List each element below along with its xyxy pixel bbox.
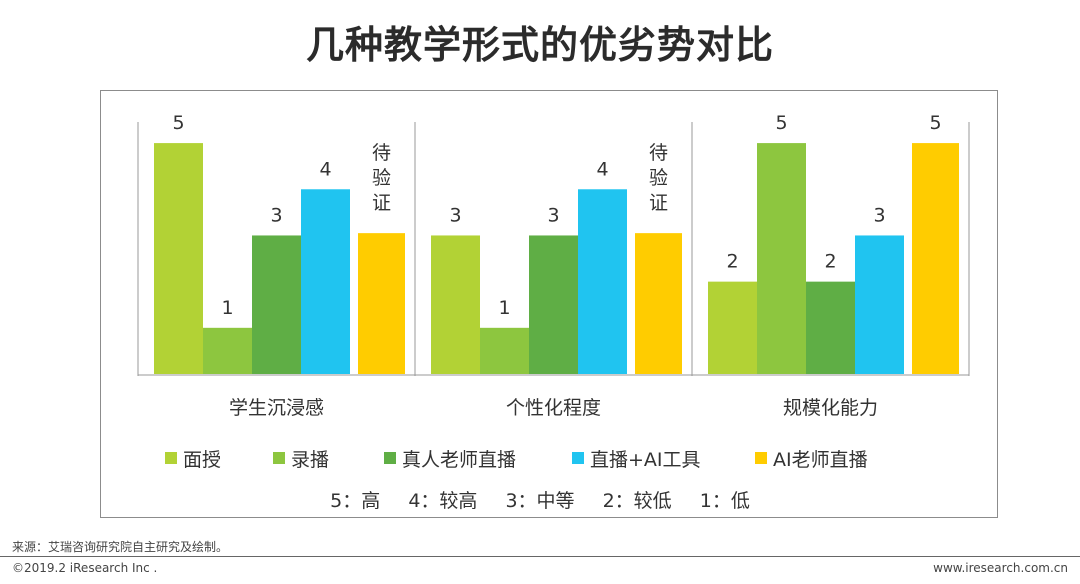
bar-2-4 xyxy=(912,143,959,374)
bar-pending-1 xyxy=(635,233,682,374)
bar-2-0 xyxy=(708,281,757,374)
pending-label-0-1: 验 xyxy=(372,167,391,189)
legend-swatch-3 xyxy=(572,452,584,464)
legend-swatch-1 xyxy=(273,452,285,464)
scale-level-4: 4：较高 xyxy=(408,490,478,512)
legend-label-1: 录播 xyxy=(291,448,330,471)
category-label-0: 学生沉浸感 xyxy=(229,397,324,419)
bar-0-0 xyxy=(154,143,203,374)
source-note: 来源：艾瑞咨询研究院自主研究及绘制。 xyxy=(12,540,229,554)
legend-item-0: 面授 xyxy=(165,445,221,471)
legend-label-2: 真人老师直播 xyxy=(402,448,517,471)
data-label-2-3: 3 xyxy=(873,204,885,226)
chart-legend: 面授 录播 真人老师直播 直播+AI工具 AI老师直播 xyxy=(0,445,1080,471)
data-label-1-2: 3 xyxy=(547,204,559,226)
bar-0-3 xyxy=(301,189,350,374)
chart-frame xyxy=(100,90,998,518)
category-label-2: 规模化能力 xyxy=(783,397,878,419)
legend-item-1: 录播 xyxy=(273,445,329,471)
data-label-1-0: 3 xyxy=(449,204,461,226)
scale-legend: 5：高 4：较高 3：中等 2：较低 1：低 xyxy=(0,486,1080,513)
legend-label-3: 直播+AI工具 xyxy=(590,448,701,471)
bar-0-1 xyxy=(203,327,252,374)
bar-2-2 xyxy=(806,281,855,374)
data-label-0-2: 3 xyxy=(270,204,282,226)
pending-label-1-0: 待 xyxy=(649,142,668,164)
data-label-2-0: 2 xyxy=(726,251,738,273)
category-label-1: 个性化程度 xyxy=(506,397,601,419)
copyright-text: ©2019.2 iResearch Inc . xyxy=(12,561,158,575)
data-label-2-4: 5 xyxy=(929,112,941,134)
bar-1-3 xyxy=(578,189,627,374)
legend-item-4: AI老师直播 xyxy=(755,445,868,471)
pending-label-1-1: 验 xyxy=(649,167,668,189)
bar-pending-0 xyxy=(358,233,405,374)
data-label-2-1: 5 xyxy=(775,112,787,134)
legend-swatch-4 xyxy=(755,452,767,464)
data-label-1-1: 1 xyxy=(498,297,510,319)
legend-label-0: 面授 xyxy=(183,448,222,471)
pending-label-0-2: 证 xyxy=(372,192,391,214)
legend-swatch-2 xyxy=(384,452,396,464)
scale-level-2: 2：较低 xyxy=(602,490,672,512)
bar-1-0 xyxy=(431,235,480,374)
bar-1-2 xyxy=(529,235,578,374)
scale-level-5: 5：高 xyxy=(330,490,381,512)
scale-level-1: 1：低 xyxy=(699,490,750,512)
legend-label-4: AI老师直播 xyxy=(773,448,868,471)
chart-title: 几种教学形式的优劣势对比 xyxy=(305,23,774,67)
legend-item-2: 真人老师直播 xyxy=(384,445,516,471)
footer-divider xyxy=(0,556,1080,557)
data-label-0-0: 5 xyxy=(172,112,184,134)
bar-2-1 xyxy=(757,143,806,374)
pending-label-1-2: 证 xyxy=(649,192,668,214)
bar-1-1 xyxy=(480,327,529,374)
legend-item-3: 直播+AI工具 xyxy=(572,445,701,471)
data-label-0-1: 1 xyxy=(221,297,233,319)
bar-2-3 xyxy=(855,235,904,374)
data-label-1-3: 4 xyxy=(596,158,608,180)
data-label-0-3: 4 xyxy=(319,158,331,180)
legend-swatch-0 xyxy=(165,452,177,464)
scale-level-3: 3：中等 xyxy=(505,490,575,512)
data-label-2-2: 2 xyxy=(824,251,836,273)
website-link[interactable]: www.iresearch.com.cn xyxy=(933,561,1068,575)
bar-0-2 xyxy=(252,235,301,374)
pending-label-0-0: 待 xyxy=(372,142,391,164)
